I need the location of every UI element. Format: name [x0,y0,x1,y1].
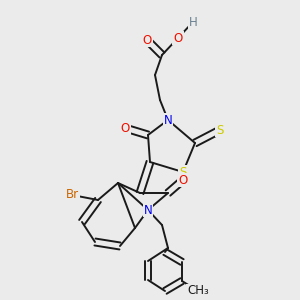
Text: N: N [144,203,152,217]
Text: Br: Br [65,188,79,202]
Text: S: S [179,166,187,178]
Text: O: O [178,173,188,187]
Text: H: H [189,16,197,28]
Text: N: N [164,113,172,127]
Text: O: O [142,34,152,46]
Text: CH₃: CH₃ [187,284,209,298]
Text: O: O [173,32,183,44]
Text: S: S [216,124,224,136]
Text: O: O [120,122,130,134]
